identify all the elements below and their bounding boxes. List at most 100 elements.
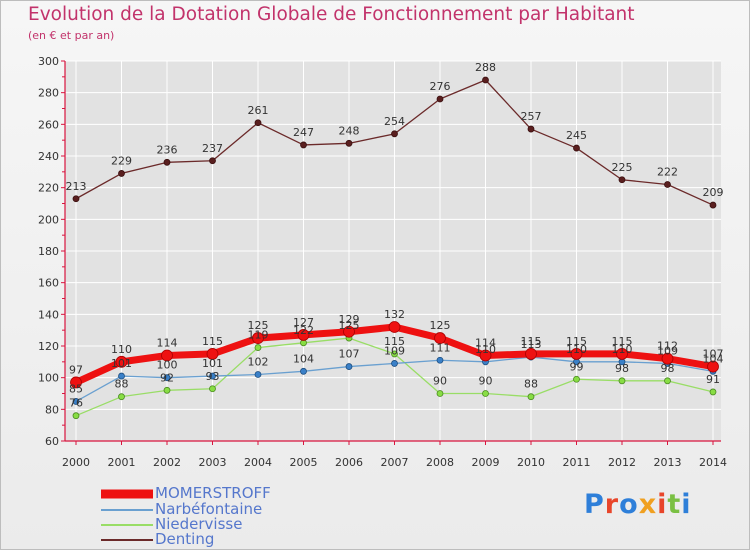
data-label-niedervisse: 125 [339, 319, 360, 332]
data-point-narbefontaine [209, 372, 216, 380]
data-label-niedervisse: 98 [615, 362, 629, 375]
logo-letter: x [638, 489, 658, 520]
data-label-niedervisse: 119 [248, 329, 269, 342]
data-point-narbefontaine [391, 360, 398, 367]
data-label-momerstroff: 115 [202, 335, 223, 348]
x-tick-label: 2010 [517, 456, 545, 469]
y-tick-label: 280 [38, 87, 59, 100]
data-label-denting: 229 [111, 154, 132, 167]
data-label-momerstroff: 115 [521, 335, 542, 348]
data-point-niedervisse [482, 390, 489, 397]
data-point-niedervisse [163, 386, 171, 394]
logo-letter: r [604, 489, 620, 520]
data-label-momerstroff: 107 [703, 348, 724, 361]
data-point-denting [391, 130, 398, 138]
data-label-narbefontaine: 100 [157, 359, 178, 372]
y-tick-label: 100 [38, 372, 59, 385]
data-label-momerstroff: 110 [111, 343, 132, 356]
data-point-denting [709, 201, 717, 209]
data-point-denting [618, 176, 626, 184]
data-label-denting: 236 [157, 143, 178, 156]
data-label-momerstroff: 132 [384, 308, 405, 321]
data-label-narbefontaine: 104 [293, 352, 314, 365]
data-point-niedervisse [254, 344, 262, 351]
data-label-niedervisse: 122 [293, 324, 314, 337]
logo-letter: o [619, 489, 639, 520]
data-label-denting: 222 [657, 166, 678, 179]
data-point-denting [118, 170, 125, 177]
data-point-niedervisse [573, 375, 580, 383]
data-label-niedervisse: 93 [206, 370, 220, 383]
data-point-narbefontaine [254, 371, 262, 378]
data-label-niedervisse: 99 [570, 360, 584, 373]
y-tick-label: 300 [38, 55, 59, 68]
data-label-narbefontaine: 104 [703, 352, 724, 365]
data-point-narbefontaine [72, 398, 80, 405]
data-point-momerstroff [206, 348, 219, 360]
data-label-denting: 276 [430, 80, 451, 93]
data-label-denting: 247 [293, 126, 314, 139]
data-label-denting: 245 [566, 129, 587, 142]
data-point-momerstroff [161, 349, 173, 362]
data-point-narbefontaine [163, 374, 171, 382]
y-tick-label: 260 [38, 118, 59, 131]
data-label-niedervisse: 92 [160, 371, 174, 384]
x-tick-label: 2008 [426, 456, 454, 469]
data-point-denting [482, 76, 489, 84]
y-tick-label: 160 [38, 277, 59, 290]
x-tick-label: 2005 [290, 456, 318, 469]
data-point-momerstroff [570, 348, 583, 360]
data-point-niedervisse [618, 377, 626, 385]
data-label-denting: 257 [521, 110, 542, 123]
data-label-narbefontaine: 85 [69, 382, 83, 395]
data-label-momerstroff: 115 [612, 335, 633, 348]
logo-letter: t [667, 489, 682, 520]
data-label-narbefontaine: 109 [384, 344, 405, 357]
data-label-momerstroff: 112 [657, 340, 678, 353]
x-tick-label: 2011 [563, 456, 591, 469]
data-label-narbefontaine: 102 [248, 356, 269, 369]
data-point-narbefontaine [436, 356, 444, 364]
data-label-niedervisse: 98 [661, 362, 675, 375]
data-point-momerstroff [479, 349, 492, 362]
data-label-denting: 209 [703, 186, 724, 199]
data-label-narbefontaine: 107 [339, 348, 360, 361]
data-point-momerstroff [707, 360, 719, 373]
data-label-momerstroff: 125 [430, 319, 451, 332]
y-tick-label: 220 [38, 182, 59, 195]
logo-letter: i [657, 489, 668, 520]
data-point-momerstroff [297, 329, 310, 341]
data-point-denting [573, 144, 580, 152]
data-point-niedervisse [209, 385, 216, 393]
data-label-momerstroff: 97 [69, 363, 83, 376]
data-label-niedervisse: 76 [69, 397, 83, 410]
data-point-momerstroff [70, 376, 82, 389]
data-point-denting [209, 157, 216, 165]
data-label-momerstroff: 125 [248, 319, 269, 332]
data-label-momerstroff: 115 [566, 335, 587, 348]
data-point-momerstroff [525, 348, 537, 360]
y-tick-label: 80 [45, 403, 59, 416]
data-point-denting [163, 158, 171, 166]
legend-label-momerstroff: MOMERSTROFF [155, 484, 271, 502]
data-point-niedervisse [436, 390, 444, 397]
data-point-niedervisse [72, 412, 80, 420]
y-tick-label: 60 [45, 435, 59, 448]
data-label-momerstroff: 129 [339, 313, 360, 326]
y-tick-label: 120 [38, 340, 59, 353]
data-label-niedervisse: 88 [524, 378, 538, 391]
data-point-momerstroff [343, 325, 355, 338]
x-tick-label: 2006 [335, 456, 363, 469]
chart-subtitle: (en € et par an) [28, 29, 115, 42]
logo-letter: i [681, 489, 692, 520]
data-point-denting [527, 125, 535, 133]
chart-title: Evolution de la Dotation Globale de Fonc… [28, 4, 635, 25]
x-tick-label: 2013 [654, 456, 682, 469]
data-label-niedervisse: 115 [384, 335, 405, 348]
data-label-denting: 254 [384, 115, 405, 128]
data-label-narbefontaine: 110 [612, 343, 633, 356]
data-label-denting: 213 [66, 180, 87, 193]
data-point-denting [436, 95, 444, 103]
legend-label-denting: Denting [155, 530, 215, 548]
